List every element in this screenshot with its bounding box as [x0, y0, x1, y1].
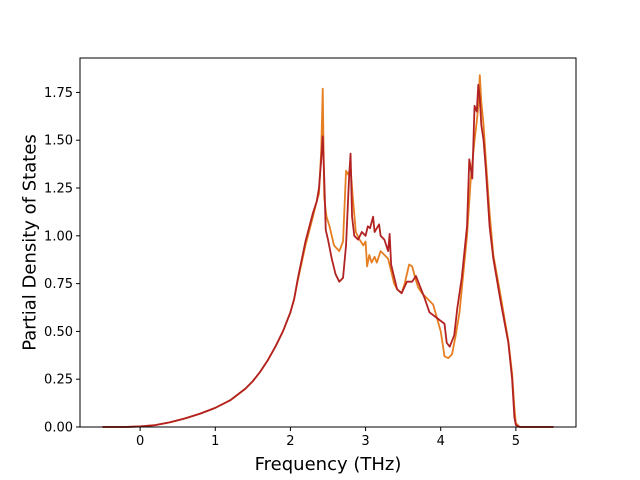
series-line-2	[102, 83, 554, 428]
y-tick-label: 0.25	[44, 373, 73, 388]
x-tick-label: 3	[361, 434, 369, 449]
x-tick-label: 1	[211, 434, 219, 449]
y-tick-label: 0.75	[44, 277, 73, 292]
y-tick-label: 1.75	[44, 86, 73, 101]
plot-frame	[79, 57, 577, 428]
y-tick-label: 0.00	[44, 421, 73, 436]
x-axis-label: Frequency (THz)	[255, 454, 402, 475]
ticks-layer: 0 1 2 3 4 5 0.00 0.25 0.50 0.75 1.00 1.25 1.50 1.75	[44, 86, 520, 449]
series-layer	[102, 74, 554, 428]
y-tick-label: 1.25	[44, 182, 73, 197]
y-tick-label: 1.00	[44, 229, 73, 244]
y-tick-label: 1.50	[44, 134, 73, 149]
x-tick-label: 4	[437, 434, 445, 449]
y-tick-label: 0.50	[44, 325, 73, 340]
x-tick-label: 2	[286, 434, 294, 449]
x-tick-label: 5	[512, 434, 520, 449]
y-axis-label: Partial Density of States	[19, 134, 40, 351]
x-tick-label: 0	[136, 434, 144, 449]
series-line-1	[102, 74, 554, 428]
